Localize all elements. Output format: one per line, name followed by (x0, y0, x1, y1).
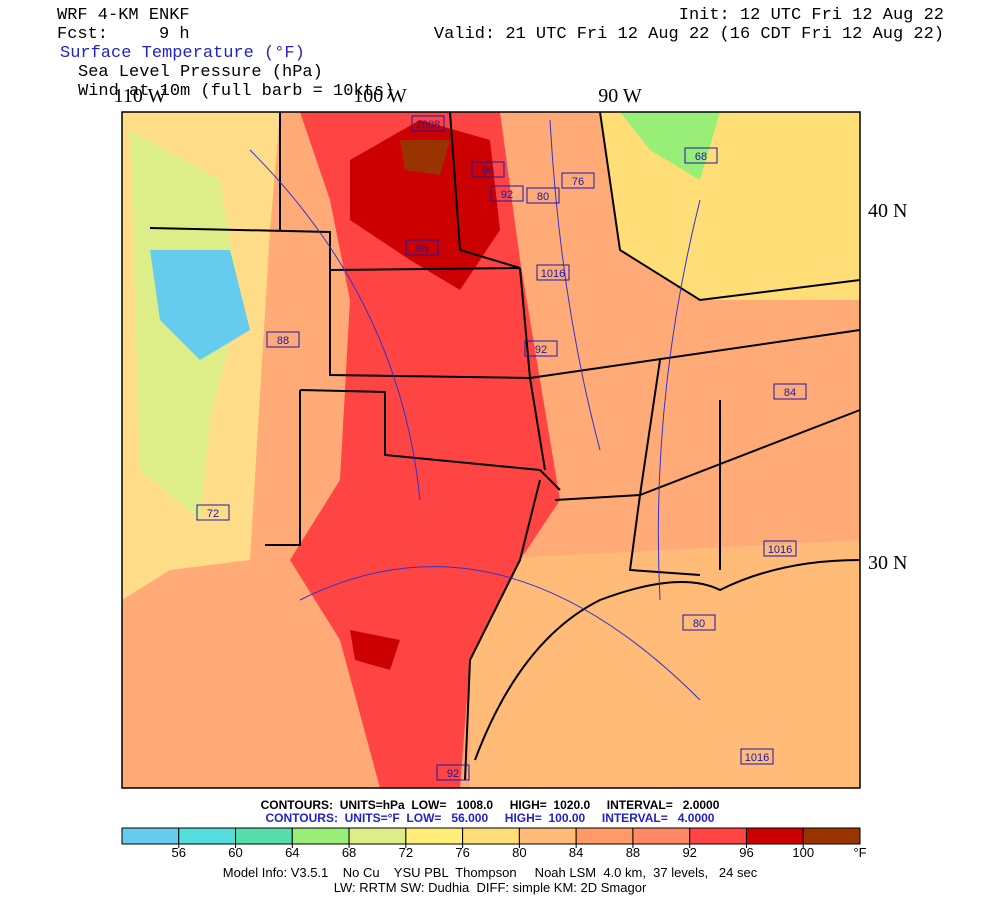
colorbar-label: 100 (792, 845, 814, 860)
contour-label: 72 (207, 508, 219, 520)
map (121, 111, 861, 789)
colorbar-swatch (632, 827, 691, 845)
cold-peaks (150, 250, 250, 360)
colorbar-swatch (575, 827, 634, 845)
contour-label: 92 (535, 344, 547, 356)
colorbar-label: 72 (399, 845, 413, 860)
contour-label-box (526, 187, 560, 204)
model-info: Model Info: V3.5.1 No Cu YSU PBL Thompso… (223, 865, 758, 880)
colorbar-swatch (802, 827, 861, 845)
contour-label: 68 (695, 151, 707, 163)
contour-label-box (266, 331, 300, 348)
contour-labels: 1008 96 92 80 76 68 1016 88 92 84 72 1016 80 1016 92 96 (196, 115, 807, 781)
colorbar-swatch (462, 827, 520, 845)
field-wind: Wind at 10m (full barb = 10kts) (78, 82, 394, 101)
lon-label: 90 W (598, 85, 642, 107)
colorbar-unit: °F (853, 845, 866, 860)
contour-label-box (763, 540, 797, 557)
colorbar-label: 88 (626, 845, 640, 860)
map-frame (121, 111, 861, 789)
colorbar-label: 64 (285, 845, 299, 860)
colorbar-label: 68 (342, 845, 356, 860)
pressure-contour-info: CONTOURS: UNITS=hPa LOW= 1008.0 HIGH= 10… (261, 798, 720, 812)
hot-spot (350, 630, 400, 670)
state-borders (149, 111, 861, 781)
model-physics: LW: RRTM SW: Dudhia DIFF: simple KM: 2D … (334, 880, 647, 895)
contour-label-box (684, 147, 718, 164)
field-temperature: Surface Temperature (°F) (60, 44, 305, 63)
lon-label: 110 W (114, 85, 167, 107)
contour-label-box (471, 161, 505, 178)
contour-label: 92 (501, 189, 513, 201)
contour-label: 1008 (416, 119, 440, 131)
hot-core (350, 120, 500, 290)
contour-label-box (405, 239, 439, 256)
lon-label: 100 W (353, 85, 407, 107)
colorbar-label: 80 (512, 845, 526, 860)
contour-label: 84 (784, 387, 796, 399)
contour-label-box (536, 264, 570, 281)
contour-label: 1016 (768, 544, 792, 556)
colorbar-label: 84 (569, 845, 583, 860)
colorbar-swatch (291, 827, 350, 845)
contour-label-box (411, 115, 445, 132)
colorbar-label: 76 (455, 845, 469, 860)
lat-label: 40 N (868, 200, 907, 222)
gulf-region (470, 540, 860, 788)
colorbar-swatch (348, 827, 407, 845)
temperature-contour-info: CONTOURS: UNITS=°F LOW= 56.000 HIGH= 100… (266, 811, 715, 825)
contour-label: 1016 (745, 752, 769, 764)
colorbar-swatch (178, 827, 237, 845)
colorbar: 56 60 64 68 72 76 80 84 88 92 96 100 °F (121, 827, 867, 860)
contour-label-box (196, 504, 230, 521)
contour-label: 96 (482, 165, 494, 177)
contour-label: 92 (447, 768, 459, 780)
contour-label: 1016 (541, 268, 565, 280)
hottest-spot (400, 140, 450, 175)
init-time: Init: 12 UTC Fri 12 Aug 22 (679, 6, 944, 25)
colorbar-label: 96 (739, 845, 753, 860)
contour-label-box (561, 172, 595, 189)
contour-label: 96 (416, 243, 428, 255)
contour-label: 80 (693, 618, 705, 630)
colorbar-swatch (518, 827, 577, 845)
colorbar-label: 56 (172, 845, 186, 860)
hot-band (290, 112, 560, 788)
colorbar-swatch (235, 827, 293, 845)
model-name: WRF 4-KM ENKF (57, 6, 190, 25)
contour-label-box (524, 340, 558, 357)
isobars (249, 119, 701, 701)
contour-label-box (740, 748, 774, 765)
colorbar-label: 92 (682, 845, 696, 860)
contour-label: 88 (277, 335, 289, 347)
contour-label-box (490, 185, 524, 202)
colorbar-swatch (405, 827, 464, 845)
contour-label: 76 (572, 176, 584, 188)
colorbar-swatch (689, 827, 747, 845)
colorbar-label: 60 (228, 845, 242, 860)
contour-label-box (682, 614, 716, 631)
forecast-hour: Fcst: 9 h (57, 25, 190, 44)
field-pressure: Sea Level Pressure (hPa) (78, 63, 323, 82)
contour-label: 80 (537, 191, 549, 203)
contour-label-box (773, 383, 807, 400)
colorbar-swatch (745, 827, 804, 845)
contour-label-box (436, 764, 470, 781)
lat-label: 30 N (868, 552, 907, 574)
valid-time: Valid: 21 UTC Fri 12 Aug 22 (16 CDT Fri … (434, 25, 944, 44)
colorbar-swatch (121, 827, 180, 845)
